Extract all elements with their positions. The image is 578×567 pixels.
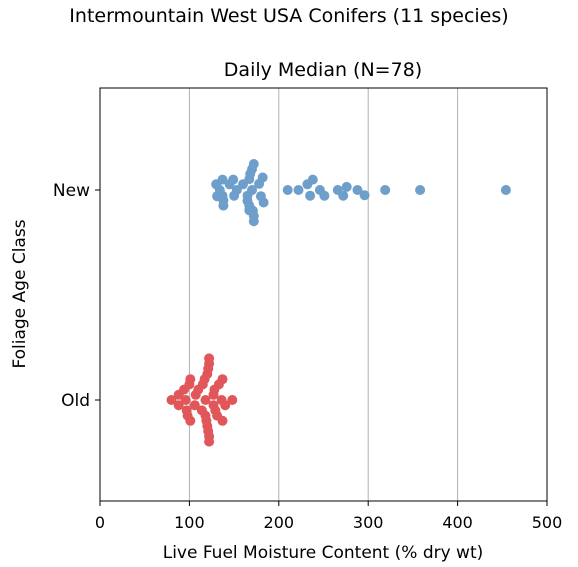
data-point-old	[204, 436, 215, 447]
data-point-old	[204, 353, 215, 364]
data-point-new	[341, 181, 352, 192]
y-axis-ticks: New Old	[53, 181, 100, 411]
data-points	[166, 159, 511, 447]
data-point-new	[352, 185, 363, 195]
x-axis-label: Live Fuel Moisture Content (% dry wt)	[163, 543, 484, 563]
data-point-new	[293, 185, 304, 195]
chart-title: Daily Median (N=78)	[224, 59, 422, 81]
data-point-new	[305, 190, 316, 201]
x-tick-label: 100	[174, 513, 205, 532]
y-axis-label: Foliage Age Class	[10, 219, 30, 368]
data-point-new	[338, 190, 349, 201]
data-point-new	[415, 185, 426, 195]
data-point-new	[257, 172, 268, 183]
data-point-old	[173, 400, 184, 411]
data-point-new	[248, 216, 259, 227]
data-point-new	[228, 174, 239, 185]
data-point-old	[166, 395, 177, 405]
data-point-old	[189, 400, 200, 411]
data-point-new	[500, 185, 511, 195]
x-tick-label: 200	[264, 513, 295, 532]
data-point-old	[185, 415, 196, 426]
x-tick-label: 500	[532, 513, 563, 532]
data-point-new	[307, 174, 318, 185]
x-axis-ticks: 0 100 200 300 400 500	[95, 501, 562, 532]
data-point-new	[217, 174, 228, 185]
y-tick-label-new: New	[53, 181, 90, 201]
data-point-old	[180, 395, 191, 405]
grid-lines	[188, 88, 459, 501]
data-point-old	[200, 395, 211, 405]
x-tick-label: 0	[95, 513, 105, 532]
data-point-new	[359, 190, 370, 201]
plot-frame	[99, 87, 548, 502]
chart-suptitle: Intermountain West USA Conifers (11 spec…	[69, 5, 508, 27]
data-point-old	[217, 415, 228, 426]
data-point-new	[319, 190, 330, 201]
data-point-old	[227, 395, 238, 405]
y-tick-label-old: Old	[61, 391, 90, 411]
data-point-new	[248, 159, 259, 169]
data-point-new	[380, 185, 391, 195]
data-point-new	[282, 185, 293, 195]
data-point-old	[217, 374, 228, 385]
data-point-new	[218, 200, 229, 211]
data-point-old	[220, 400, 231, 411]
data-point-new	[258, 197, 269, 208]
x-tick-label: 400	[442, 513, 473, 532]
data-point-new	[247, 185, 257, 195]
x-tick-label: 300	[353, 513, 384, 532]
data-point-old	[185, 374, 196, 385]
